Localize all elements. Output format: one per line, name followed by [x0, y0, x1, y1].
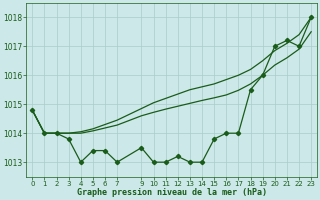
X-axis label: Graphe pression niveau de la mer (hPa): Graphe pression niveau de la mer (hPa): [77, 188, 267, 197]
